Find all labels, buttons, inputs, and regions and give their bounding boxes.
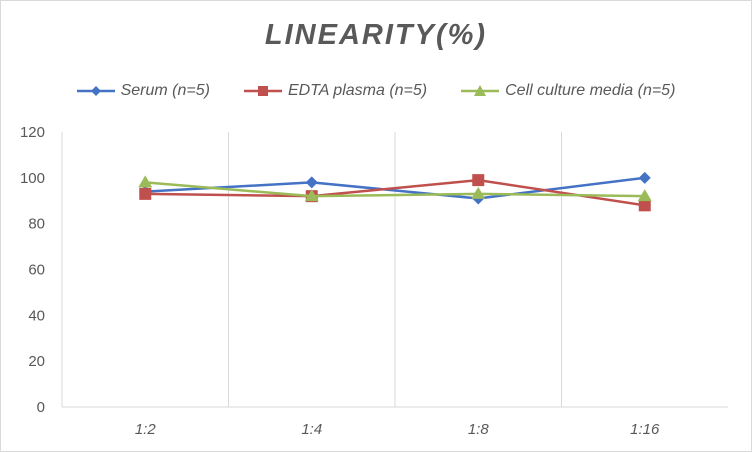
data-point-square [638, 199, 651, 212]
chart-title: LINEARITY(%) [264, 19, 488, 51]
x-tick-label: 1:16 [630, 421, 660, 438]
legend-marker-cell-culture-media [461, 85, 500, 96]
x-tick-label: 1:2 [135, 421, 157, 438]
series-line [145, 176, 645, 200]
data-point-square [472, 174, 485, 187]
x-tick-label: 1:4 [301, 421, 322, 438]
chart-legend: Serum (n=5) EDTA plasma (n=5) Cell cultu… [1, 79, 751, 103]
series-line [145, 181, 645, 198]
data-point-diamond [305, 176, 318, 189]
y-tick-label: 120 [20, 124, 45, 141]
x-tick-label: 1:8 [468, 421, 490, 438]
legend-item-serum: Serum (n=5) [76, 82, 210, 100]
legend-marker-serum [76, 86, 115, 96]
data-point-triangle [304, 189, 319, 202]
data-point-triangle [471, 186, 486, 199]
y-tick-label: 40 [28, 307, 45, 324]
series-line [145, 178, 645, 207]
legend-item-cell-culture-media: Cell culture media (n=5) [461, 82, 675, 100]
y-tick-label: 0 [37, 399, 45, 416]
legend-label-cell-culture-media: Cell culture media (n=5) [505, 82, 676, 99]
data-point-square [139, 187, 152, 200]
data-point-triangle [138, 175, 153, 188]
legend-label-serum: Serum (n=5) [120, 82, 210, 99]
data-point-triangle [637, 189, 652, 202]
y-tick-label: 60 [28, 262, 45, 279]
legend-label-edta-plasma: EDTA plasma (n=5) [287, 82, 428, 99]
y-tick-label: 20 [28, 353, 45, 370]
data-point-diamond [638, 171, 651, 184]
y-tick-label: 80 [28, 216, 45, 233]
y-tick-label: 100 [20, 170, 45, 187]
legend-item-edta-plasma: EDTA plasma (n=5) [243, 82, 428, 100]
legend-marker-edta-plasma [243, 86, 282, 96]
